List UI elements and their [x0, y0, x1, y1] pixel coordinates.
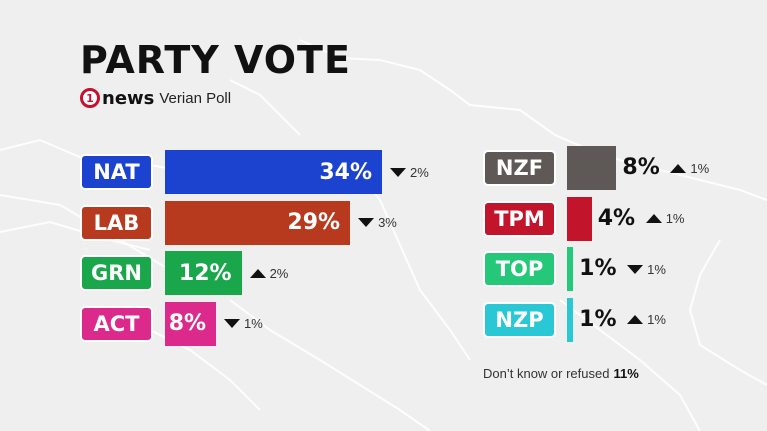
value-label-grn: 12% — [178, 260, 232, 286]
party-row-nat: NAT 34% 2% — [80, 150, 460, 194]
party-badge-nzf: NZF — [483, 150, 556, 186]
triangle-up-icon — [670, 163, 687, 173]
party-badge-lab: LAB — [80, 204, 153, 241]
triangle-up-icon — [627, 315, 644, 324]
party-row-lab: LAB 29% 3% — [80, 200, 460, 245]
change-value-nzp: 1% — [647, 312, 666, 327]
footnote-value: 11% — [613, 366, 639, 381]
change-value-nzf: 1% — [690, 160, 710, 176]
value-label-top: 1% — [579, 256, 617, 281]
footnote: Don’t know or refused 11% — [483, 366, 639, 381]
change-nzp: 1% — [627, 298, 666, 342]
change-tpm: 1% — [645, 197, 685, 241]
triangle-down-icon — [390, 167, 406, 177]
bar-nat: 34% — [165, 150, 382, 194]
change-value-grn: 2% — [269, 265, 289, 281]
bar-grn: 12% — [165, 251, 242, 295]
value-label-act: 8% — [168, 311, 207, 336]
change-grn: 2% — [249, 251, 289, 295]
change-nat: 2% — [390, 150, 429, 194]
value-label-nat: 34% — [319, 159, 372, 185]
party-row-top: TOP 1% 1% — [483, 247, 753, 291]
change-value-top: 1% — [647, 261, 666, 277]
change-nzf: 1% — [670, 146, 709, 190]
news-logo-word: news — [102, 87, 155, 109]
value-label-nzp: 1% — [579, 306, 617, 332]
party-badge-top: TOP — [483, 251, 556, 287]
bar-act: 8% — [165, 301, 217, 346]
triangle-up-icon — [249, 268, 266, 278]
poll-name: Verian Poll — [159, 89, 232, 107]
change-value-lab: 3% — [378, 215, 397, 230]
change-value-act: 1% — [244, 316, 263, 331]
change-act: 1% — [224, 302, 263, 346]
bar-top — [567, 247, 574, 291]
party-row-tpm: TPM 4% 1% — [483, 196, 753, 241]
bar-nzf — [567, 146, 617, 190]
party-badge-nzp: NZP — [483, 301, 556, 338]
triangle-down-icon — [358, 218, 375, 227]
party-badge-grn: GRN — [80, 255, 153, 291]
party-row-nzf: NZF 8% 1% — [483, 146, 753, 190]
footnote-text: Don’t know or refused — [483, 366, 610, 381]
bar-tpm — [567, 196, 592, 241]
change-lab: 3% — [358, 201, 397, 245]
party-row-nzp: NZP 1% 1% — [483, 297, 753, 342]
poll-source: 1 news Verian Poll — [80, 86, 231, 110]
party-row-act: ACT 8% 1% — [80, 301, 460, 346]
change-value-tpm: 1% — [665, 211, 685, 226]
change-top: 1% — [627, 247, 666, 291]
bar-nzp — [567, 297, 574, 342]
triangle-down-icon — [224, 319, 241, 328]
party-row-grn: GRN 12% 2% — [80, 251, 460, 295]
chart-title: PARTY VOTE — [80, 38, 351, 82]
triangle-down-icon — [627, 264, 644, 274]
party-badge-tpm: TPM — [483, 200, 556, 237]
value-label-nzf: 8% — [622, 155, 660, 180]
change-value-nat: 2% — [410, 164, 429, 180]
news-logo-icon: 1 — [80, 88, 100, 108]
value-label-lab: 29% — [287, 210, 341, 235]
value-label-tpm: 4% — [597, 205, 636, 231]
party-badge-nat: NAT — [80, 154, 153, 190]
bar-lab: 29% — [165, 200, 351, 245]
triangle-up-icon — [645, 214, 662, 223]
party-badge-act: ACT — [80, 305, 153, 342]
